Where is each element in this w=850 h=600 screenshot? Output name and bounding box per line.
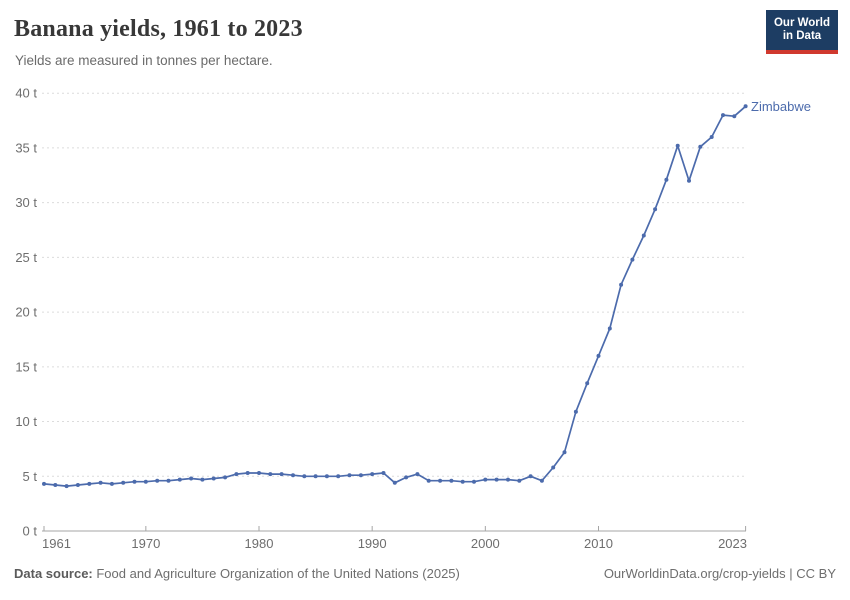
- data-point[interactable]: [709, 135, 714, 139]
- data-point[interactable]: [426, 478, 431, 483]
- data-point[interactable]: [573, 409, 578, 414]
- data-point[interactable]: [257, 471, 261, 475]
- data-point[interactable]: [53, 483, 58, 487]
- data-point[interactable]: [687, 178, 691, 183]
- data-point[interactable]: [494, 477, 499, 482]
- y-axis-tick-label: 20 t: [15, 305, 37, 320]
- x-axis-tick-label: 1961: [42, 536, 71, 551]
- data-point[interactable]: [189, 476, 194, 481]
- owid-logo[interactable]: Our World in Data: [766, 10, 838, 54]
- data-point[interactable]: [109, 481, 114, 486]
- owid-url-link[interactable]: OurWorldinData.org/crop-yields: [603, 566, 786, 581]
- data-point[interactable]: [42, 481, 46, 486]
- data-point[interactable]: [619, 282, 624, 287]
- data-point[interactable]: [121, 480, 126, 485]
- data-point[interactable]: [415, 472, 420, 477]
- data-point[interactable]: [155, 478, 160, 483]
- data-point[interactable]: [223, 475, 228, 480]
- license-label: CC BY: [796, 566, 836, 581]
- data-point[interactable]: [506, 477, 510, 482]
- data-point[interactable]: [268, 472, 273, 477]
- owid-logo-line1: Our World: [773, 17, 830, 29]
- data-source-text: Food and Agriculture Organization of the…: [92, 566, 460, 581]
- data-point[interactable]: [313, 474, 318, 479]
- data-point[interactable]: [291, 473, 295, 478]
- y-axis-tick-label: 25 t: [15, 250, 37, 265]
- data-point[interactable]: [438, 478, 443, 483]
- data-point[interactable]: [302, 474, 307, 479]
- data-point[interactable]: [472, 479, 476, 484]
- data-point[interactable]: [211, 476, 216, 481]
- data-point[interactable]: [721, 113, 725, 118]
- data-point[interactable]: [166, 478, 171, 483]
- data-point[interactable]: [653, 207, 658, 212]
- x-axis-tick-label: 1980: [245, 536, 274, 551]
- data-point[interactable]: [585, 381, 590, 386]
- data-point[interactable]: [87, 481, 92, 486]
- x-axis-tick-label: 2010: [584, 536, 613, 551]
- series-line-zimbabwe[interactable]: [43, 105, 747, 487]
- y-axis-tick-label: 0 t: [23, 524, 38, 539]
- footer-attribution: OurWorldinData.org/crop-yields | CC BY: [604, 566, 836, 581]
- y-axis-tick-label: 35 t: [15, 140, 37, 155]
- data-source-note: Data source: Food and Agriculture Organi…: [14, 566, 460, 581]
- x-axis-tick-label: 2000: [471, 536, 500, 551]
- data-point[interactable]: [392, 480, 397, 485]
- data-point[interactable]: [347, 473, 352, 478]
- data-point[interactable]: [324, 474, 329, 479]
- data-point[interactable]: [370, 472, 375, 477]
- data-source-label: Data source:: [14, 566, 93, 581]
- data-point[interactable]: [234, 472, 239, 477]
- owid-logo-line2: in Data: [782, 30, 822, 42]
- data-point[interactable]: [245, 471, 250, 475]
- chart-subtitle: Yields are measured in tonnes per hectar…: [15, 53, 273, 68]
- y-axis-tick-label: 15 t: [15, 359, 37, 374]
- data-point[interactable]: [64, 484, 69, 489]
- x-axis-tick-label: 2023: [718, 536, 747, 551]
- chart-title: Banana yields, 1961 to 2023: [14, 16, 303, 42]
- data-point[interactable]: [336, 474, 341, 479]
- x-axis-tick-label: 1970: [131, 536, 160, 551]
- data-point[interactable]: [449, 478, 454, 483]
- chart-footer: Data source: Food and Agriculture Organi…: [0, 566, 850, 581]
- y-axis-tick-label: 5 t: [23, 469, 38, 484]
- data-point[interactable]: [200, 477, 205, 482]
- data-point[interactable]: [539, 478, 544, 483]
- series-label-zimbabwe[interactable]: Zimbabwe: [751, 99, 811, 114]
- data-point[interactable]: [562, 450, 567, 455]
- data-point[interactable]: [517, 478, 522, 483]
- y-axis-tick-label: 10 t: [15, 414, 37, 429]
- data-point[interactable]: [483, 477, 488, 482]
- data-point[interactable]: [98, 480, 103, 485]
- data-point[interactable]: [596, 353, 601, 358]
- data-point[interactable]: [732, 114, 737, 119]
- data-point[interactable]: [132, 479, 137, 484]
- data-point[interactable]: [279, 472, 284, 477]
- data-point[interactable]: [177, 477, 182, 482]
- data-point[interactable]: [630, 257, 635, 262]
- x-axis-tick-label: 1990: [358, 536, 387, 551]
- data-point[interactable]: [664, 177, 669, 182]
- data-point[interactable]: [404, 475, 409, 480]
- data-point[interactable]: [358, 473, 363, 478]
- data-point[interactable]: [698, 144, 703, 149]
- data-point[interactable]: [143, 479, 148, 484]
- data-point[interactable]: [75, 483, 80, 487]
- y-axis-tick-label: 30 t: [15, 195, 37, 210]
- data-point[interactable]: [381, 471, 386, 475]
- data-point[interactable]: [528, 474, 533, 479]
- data-point[interactable]: [743, 104, 748, 109]
- data-point[interactable]: [551, 465, 556, 470]
- y-axis-tick-label: 40 t: [15, 86, 37, 101]
- footer-separator: |: [785, 566, 797, 581]
- data-point[interactable]: [460, 479, 465, 484]
- data-point[interactable]: [675, 143, 680, 148]
- data-point[interactable]: [641, 233, 646, 238]
- data-point[interactable]: [607, 326, 612, 331]
